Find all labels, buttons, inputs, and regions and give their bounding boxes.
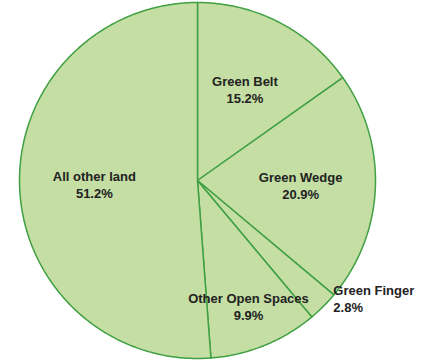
svg-text:Other Open Spaces9.9%: Other Open Spaces9.9% (188, 291, 309, 323)
svg-text:Green Wedge20.9%: Green Wedge20.9% (259, 170, 343, 202)
svg-text:Green Belt15.2%: Green Belt15.2% (212, 74, 278, 106)
svg-text:All other land51.2%: All other land51.2% (53, 169, 136, 201)
svg-text:Green Finger2.8%: Green Finger2.8% (333, 283, 414, 315)
